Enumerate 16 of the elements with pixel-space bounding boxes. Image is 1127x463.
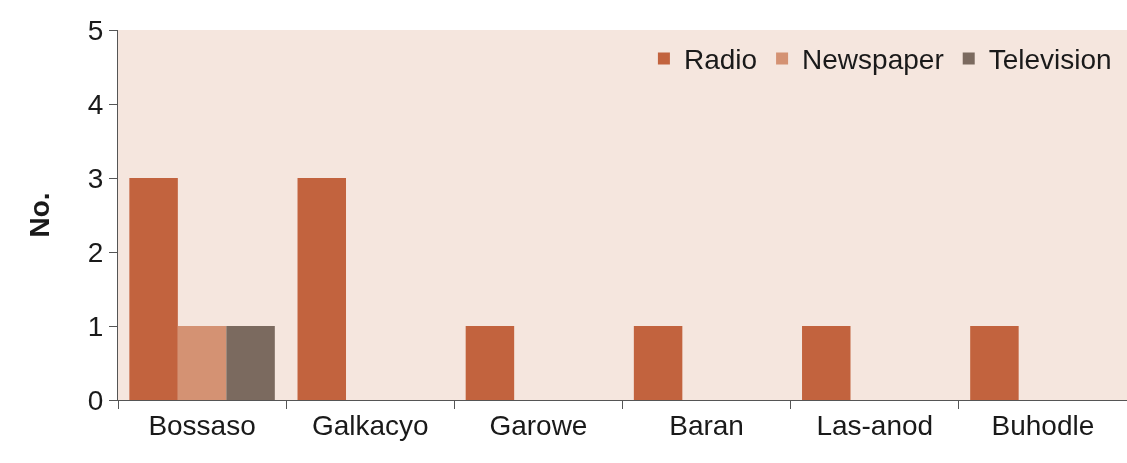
legend-label: Television	[988, 44, 1112, 76]
x-tick-label: Bossaso	[148, 409, 256, 441]
y-tick-label: 3	[87, 162, 104, 194]
x-tick-label: Las-anod	[816, 409, 934, 441]
y-tick-label: 2	[87, 236, 104, 268]
x-tick-label: Garowe	[489, 409, 588, 441]
legend-label: Radio	[683, 44, 758, 76]
x-tick-label: Galkacyo	[311, 409, 429, 441]
y-axis-title: No.	[23, 192, 55, 238]
y-tick-label: 5	[87, 14, 104, 46]
x-tick-label: Buhodle	[991, 409, 1095, 441]
x-tick-label: Baran	[669, 409, 744, 441]
y-tick-label: 0	[87, 384, 104, 416]
y-tick-label: 4	[87, 88, 104, 120]
y-tick-label: 1	[87, 310, 104, 342]
legend-label: Newspaper	[802, 44, 944, 76]
